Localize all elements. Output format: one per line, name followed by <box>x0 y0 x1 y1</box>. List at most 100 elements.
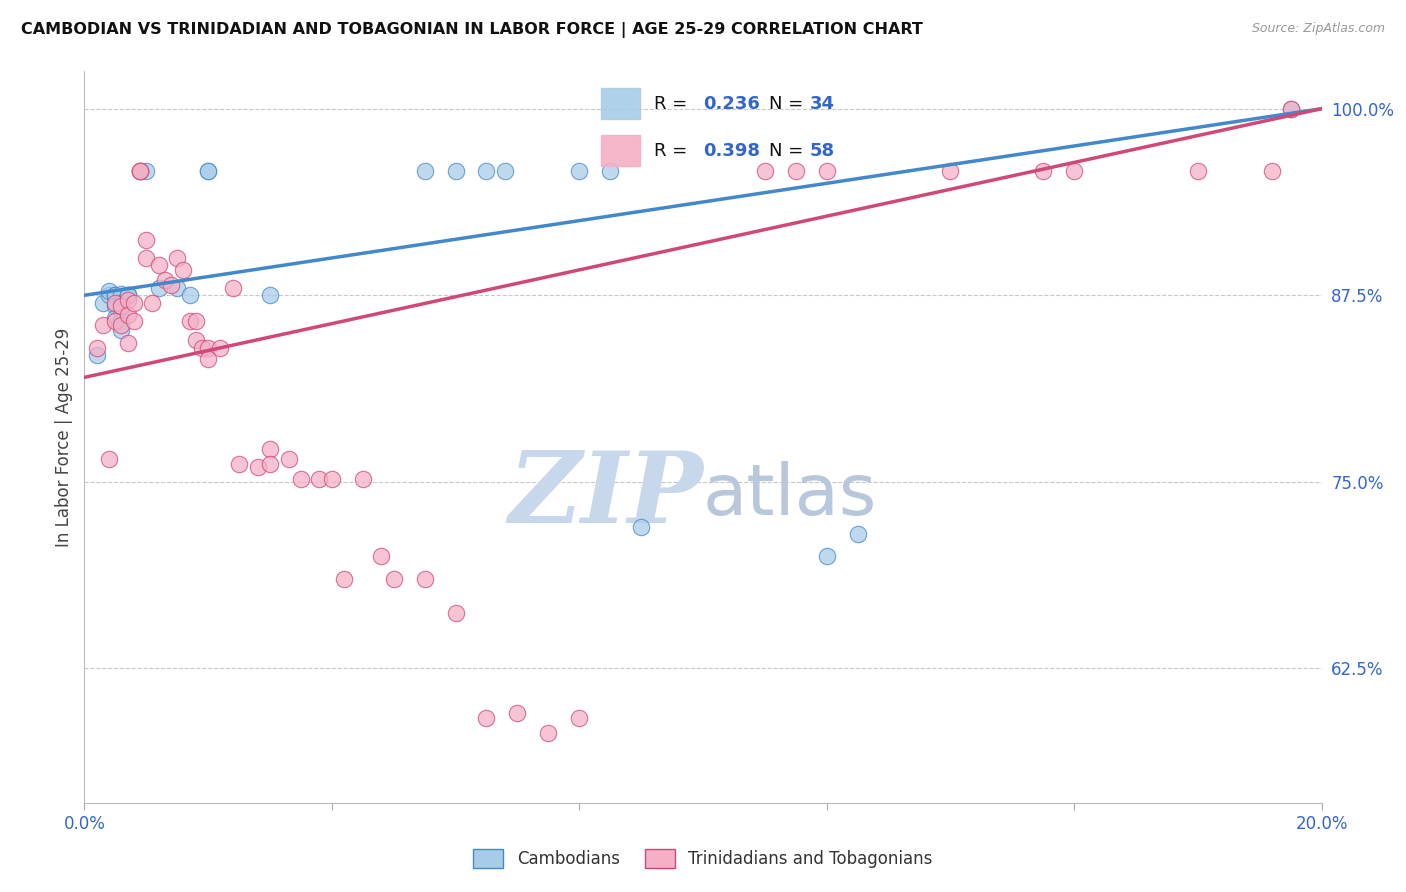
Point <box>568 711 591 725</box>
Point <box>129 164 152 178</box>
Point <box>117 288 139 302</box>
Point <box>110 313 132 327</box>
Point <box>259 457 281 471</box>
Point <box>110 295 132 310</box>
Point <box>259 288 281 302</box>
Text: CAMBODIAN VS TRINIDADIAN AND TOBAGONIAN IN LABOR FORCE | AGE 25-29 CORRELATION C: CAMBODIAN VS TRINIDADIAN AND TOBAGONIAN … <box>21 22 922 38</box>
Text: R =: R = <box>654 95 693 112</box>
Point <box>444 606 467 620</box>
Point <box>184 313 207 327</box>
Point <box>148 281 170 295</box>
Point <box>166 281 188 295</box>
Point <box>246 459 269 474</box>
Point <box>122 313 145 327</box>
Point <box>197 164 219 178</box>
Point <box>475 164 498 178</box>
Point <box>1187 164 1209 178</box>
Point <box>104 288 127 302</box>
Point <box>104 288 127 302</box>
Point <box>197 352 219 367</box>
Point <box>86 341 108 355</box>
Point <box>277 452 299 467</box>
Text: 58: 58 <box>810 142 835 160</box>
Point <box>117 288 139 302</box>
Point <box>135 164 157 178</box>
Point <box>117 308 139 322</box>
Text: 34: 34 <box>810 95 835 112</box>
Point <box>846 527 869 541</box>
Point <box>754 164 776 178</box>
Text: ZIP: ZIP <box>508 448 703 544</box>
Point <box>148 259 170 273</box>
Point <box>160 277 183 292</box>
Point <box>104 310 127 325</box>
Point <box>197 341 219 355</box>
Text: R =: R = <box>654 142 693 160</box>
Point <box>110 299 132 313</box>
Point <box>91 318 114 332</box>
Point <box>259 442 281 456</box>
Point <box>568 164 591 178</box>
Point <box>179 288 201 302</box>
Point <box>1063 164 1085 178</box>
Point <box>321 472 343 486</box>
Point <box>382 572 405 586</box>
Point <box>1279 102 1302 116</box>
Point <box>117 288 139 302</box>
Point <box>290 472 312 486</box>
Point <box>1261 164 1284 178</box>
Point <box>129 164 152 178</box>
Point <box>117 336 139 351</box>
Text: N =: N = <box>769 142 808 160</box>
Point <box>104 299 127 313</box>
Point <box>122 295 145 310</box>
Point <box>110 323 132 337</box>
Legend: Cambodians, Trinidadians and Tobagonians: Cambodians, Trinidadians and Tobagonians <box>467 842 939 875</box>
Text: 0.398: 0.398 <box>703 142 759 160</box>
Point <box>86 348 108 362</box>
Point <box>222 281 245 295</box>
Point <box>815 164 838 178</box>
Point <box>153 273 176 287</box>
Point <box>129 164 152 178</box>
Text: Source: ZipAtlas.com: Source: ZipAtlas.com <box>1251 22 1385 36</box>
Point <box>104 313 127 327</box>
Text: 0.236: 0.236 <box>703 95 759 112</box>
Point <box>166 251 188 265</box>
Point <box>98 284 121 298</box>
Point <box>370 549 392 564</box>
Point <box>352 472 374 486</box>
Point <box>939 164 962 178</box>
Point <box>444 164 467 178</box>
Point <box>333 572 356 586</box>
Point <box>413 164 436 178</box>
Point <box>1032 164 1054 178</box>
Point <box>184 333 207 347</box>
Point <box>135 233 157 247</box>
Point <box>191 341 214 355</box>
Point <box>506 706 529 721</box>
Point <box>630 519 652 533</box>
Point <box>110 303 132 318</box>
Point <box>117 293 139 307</box>
Point <box>129 164 152 178</box>
Point <box>209 341 232 355</box>
Y-axis label: In Labor Force | Age 25-29: In Labor Force | Age 25-29 <box>55 327 73 547</box>
Point <box>1279 102 1302 116</box>
Point <box>413 572 436 586</box>
Point <box>98 288 121 302</box>
Point <box>98 452 121 467</box>
Text: atlas: atlas <box>703 461 877 530</box>
Text: N =: N = <box>769 95 808 112</box>
Point <box>228 457 250 471</box>
Point <box>197 164 219 178</box>
Point <box>172 263 194 277</box>
Point <box>110 318 132 332</box>
Point <box>537 725 560 739</box>
Point <box>494 164 516 178</box>
Point <box>308 472 330 486</box>
Bar <box>602 136 640 166</box>
Point <box>599 164 621 178</box>
Point <box>179 313 201 327</box>
Point <box>475 711 498 725</box>
